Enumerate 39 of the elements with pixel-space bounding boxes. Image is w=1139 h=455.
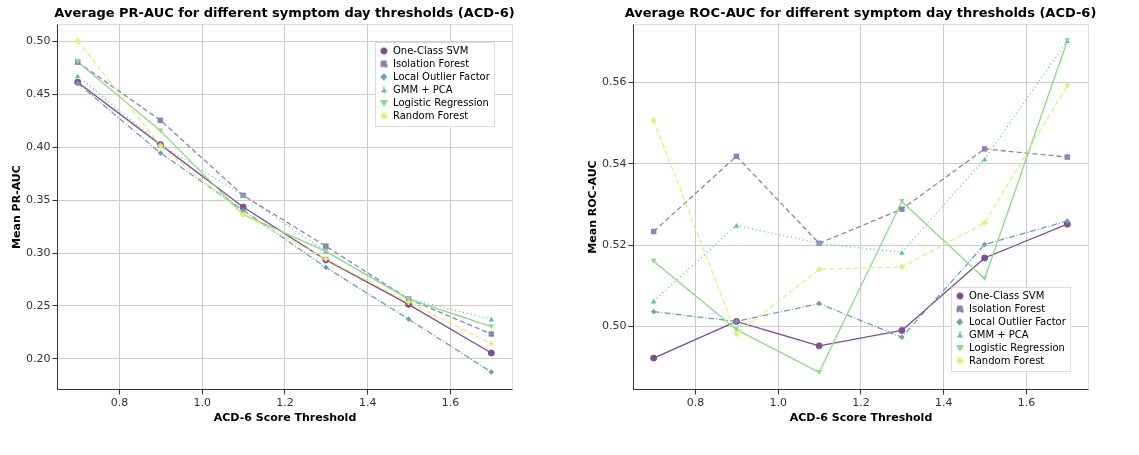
x-tick-label: 0.8 <box>110 395 129 409</box>
chart-title: Average PR-AUC for different symptom day thresholds (ACD-6) <box>54 5 515 20</box>
x-tick-label: 1.4 <box>934 395 953 409</box>
y-tick-label: 0.25 <box>26 298 51 312</box>
legend-label: Logistic Regression <box>393 97 489 108</box>
legend-label: Isolation Forest <box>393 58 470 69</box>
y-tick-label: 0.35 <box>26 193 51 207</box>
y-tick-label: 0.54 <box>602 156 627 170</box>
x-tick-label: 1.0 <box>193 395 212 409</box>
y-tick-label: 0.50 <box>602 319 627 333</box>
legend-label: GMM + PCA <box>969 329 1029 340</box>
legend-label: One-Class SVM <box>393 45 469 56</box>
x-tick-label: 1.6 <box>441 395 460 409</box>
y-axis-title: Mean PR-AUC <box>10 165 24 249</box>
x-tick-label: 1.2 <box>852 395 870 409</box>
legend-label: Local Outlier Factor <box>969 316 1067 327</box>
x-tick-label: 1.6 <box>1017 395 1036 409</box>
x-tick-label: 1.0 <box>769 395 788 409</box>
y-tick-label: 0.50 <box>26 34 51 48</box>
y-tick-label: 0.45 <box>26 87 51 101</box>
legend-label: Random Forest <box>393 110 469 121</box>
y-tick-label: 0.52 <box>602 238 627 252</box>
x-tick-label: 1.4 <box>358 395 377 409</box>
y-tick-label: 0.20 <box>26 351 51 365</box>
y-tick-label: 0.40 <box>26 140 51 154</box>
legend-label: One-Class SVM <box>969 290 1045 301</box>
legend-label: Local Outlier Factor <box>393 71 491 82</box>
x-tick-label: 1.2 <box>276 395 294 409</box>
legend-label: GMM + PCA <box>393 84 453 95</box>
chart-title: Average ROC-AUC for different symptom day thresholds (ACD-6) <box>624 5 1097 20</box>
legend-label: Isolation Forest <box>969 303 1046 314</box>
x-tick-label: 0.8 <box>686 395 705 409</box>
y-tick-label: 0.30 <box>26 246 51 260</box>
legend-label: Logistic Regression <box>969 342 1065 353</box>
x-axis-title: ACD-6 Score Threshold <box>789 410 933 424</box>
y-tick-label: 0.56 <box>602 75 627 89</box>
legend-label: Random Forest <box>969 355 1045 366</box>
x-axis-title: ACD-6 Score Threshold <box>213 410 357 424</box>
y-axis-title: Mean ROC-AUC <box>586 160 600 254</box>
